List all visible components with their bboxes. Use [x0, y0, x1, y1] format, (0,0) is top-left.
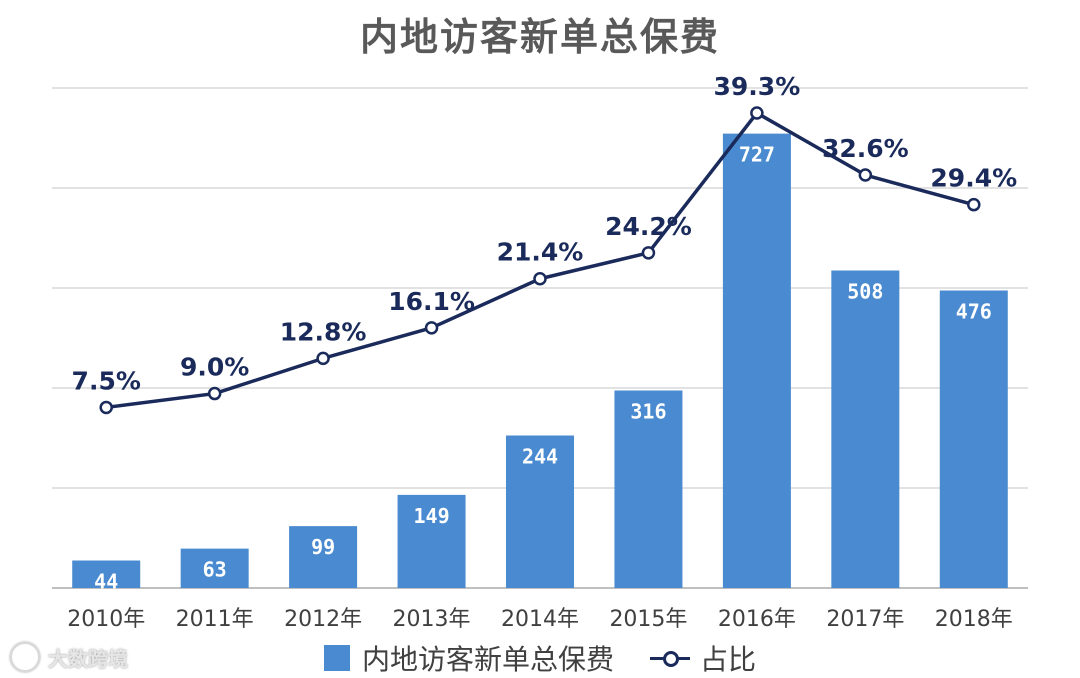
bar [180, 548, 249, 588]
x-tick-label: 2015年 [609, 607, 687, 632]
line-value-label: 16.1% [388, 287, 475, 316]
line-point [533, 271, 547, 286]
x-axis: 2010年 2011年 2012年 2013年 2014年 2015年 2016年 2017年… [67, 607, 1013, 632]
line-value-label: 29.4% [930, 164, 1017, 193]
bar-value-label: 149 [413, 504, 449, 528]
line-point [316, 351, 330, 366]
bar-value-label: 63 [203, 558, 227, 582]
bar-value-label: 244 [522, 445, 558, 469]
x-tick-label: 2011年 [176, 607, 254, 632]
x-tick-label: 2010年 [67, 607, 145, 632]
line-point [641, 246, 656, 260]
bar [397, 494, 466, 588]
legend-swatch-bar [323, 645, 350, 671]
line-point [424, 321, 439, 335]
line-labels: 7.5% 9.0% 12.8% 16.1% 21.4% 24.2% 39.3% 32.6% 29… [72, 72, 1018, 395]
line-value-label: 9.0% [180, 353, 249, 382]
watermark-text: 大数跨境 [48, 646, 128, 671]
bar [289, 526, 358, 588]
chart-title: 内地访客新单总保费 [359, 15, 720, 59]
x-tick-label: 2013年 [393, 607, 471, 632]
x-tick-label: 2012年 [284, 607, 362, 632]
legend-item-bar: 内地访客新单总保费 [323, 638, 614, 678]
line-value-label: 21.4% [497, 238, 584, 267]
bar-value-label: 476 [956, 300, 992, 324]
legend-item-line: 占比 [650, 638, 756, 678]
bar-value-label: 316 [630, 400, 666, 424]
bar-labels: 44 63 99 149 244 316 727 508 476 [94, 143, 992, 594]
x-tick-label: 2018年 [935, 607, 1013, 632]
bar [831, 270, 900, 588]
bar [939, 290, 1008, 588]
line-value-label: 24.2% [605, 212, 692, 241]
x-tick-label: 2017年 [826, 607, 904, 632]
bar [722, 133, 791, 588]
line-point [967, 197, 981, 212]
bar-value-label: 44 [94, 570, 118, 594]
line-value-label: 12.8% [280, 317, 367, 346]
line-point [99, 400, 113, 415]
bar-value-label: 99 [311, 535, 335, 559]
legend-line-marker-icon [650, 648, 690, 668]
line-series [99, 106, 981, 415]
logo-icon [10, 642, 40, 672]
bar [614, 390, 683, 588]
line-value-label: 7.5% [72, 366, 141, 395]
watermark: 大数跨境 [10, 642, 128, 672]
line-value-label: 39.3% [714, 72, 801, 101]
legend: 内地访客新单总保费 占比 [0, 638, 1080, 678]
line-value-label: 32.6% [822, 134, 909, 163]
bar [72, 560, 141, 588]
line-point [207, 386, 222, 401]
bar-series [72, 133, 1008, 588]
line-point [750, 106, 764, 120]
bar-value-label: 508 [847, 280, 883, 304]
bar-value-label: 727 [739, 143, 775, 167]
legend-label-line: 占比 [700, 643, 757, 676]
x-tick-label: 2014年 [501, 607, 579, 632]
x-tick-label: 2016年 [718, 607, 796, 632]
bar [506, 435, 574, 588]
legend-label-bar: 内地访客新单总保费 [361, 643, 614, 676]
line-point [858, 168, 873, 182]
